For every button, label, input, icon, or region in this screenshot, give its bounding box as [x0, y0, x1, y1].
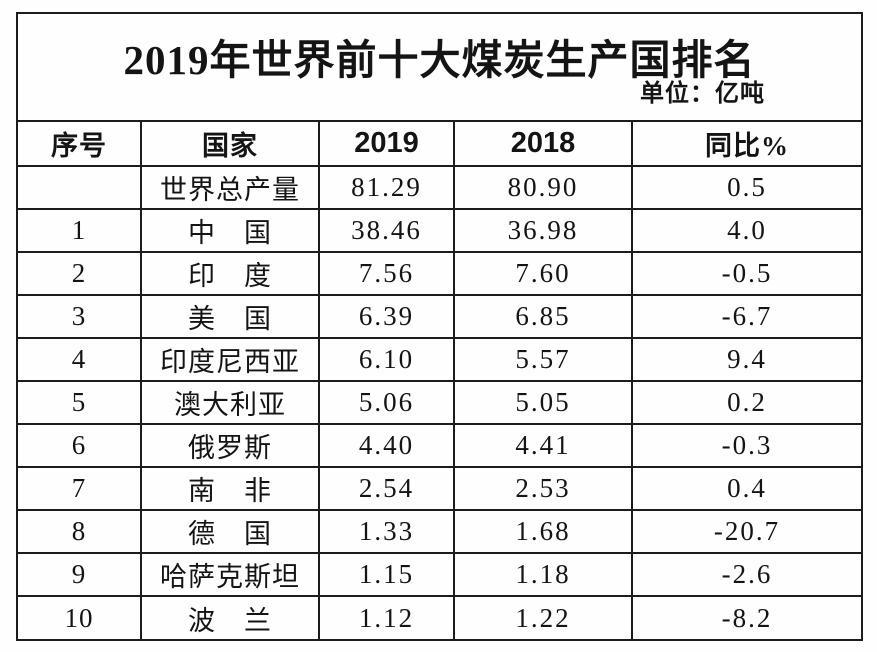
- cell-2019: 1.15: [318, 552, 455, 597]
- table-row-australia: 5 澳大利亚 5.06 5.05 0.2: [18, 380, 861, 425]
- col-header-2019: 2019: [318, 122, 455, 167]
- table-row-germany: 8 德 国 1.33 1.68 -20.7: [18, 509, 861, 554]
- cell-2018: 36.98: [453, 208, 633, 253]
- cell-2019: 7.56: [318, 251, 455, 296]
- cell-country: 中 国: [140, 208, 320, 253]
- cell-country: 印度尼西亚: [140, 337, 320, 382]
- cell-no: 3: [18, 294, 142, 339]
- cell-country: 世界总产量: [140, 165, 320, 210]
- cell-yoy: -2.6: [631, 552, 861, 597]
- cell-yoy: -0.5: [631, 251, 861, 296]
- cell-2018: 5.05: [453, 380, 633, 425]
- cell-2019: 81.29: [318, 165, 455, 210]
- cell-country: 德 国: [140, 509, 320, 554]
- cell-2018: 1.68: [453, 509, 633, 554]
- cell-2019: 5.06: [318, 380, 455, 425]
- cell-country: 印 度: [140, 251, 320, 296]
- cell-no: 10: [18, 595, 142, 639]
- page-title: 2019年世界前十大煤炭生产国排名: [123, 37, 756, 83]
- cell-country: 南 非: [140, 466, 320, 511]
- table-row-world-total: 世界总产量 81.29 80.90 0.5: [18, 165, 861, 210]
- col-header-yoy: 同比%: [631, 122, 861, 167]
- cell-no: 2: [18, 251, 142, 296]
- table-row-south-africa: 7 南 非 2.54 2.53 0.4: [18, 466, 861, 511]
- ranking-table: 序号 国家 2019 2018 同比% 世界总产量 81.29 80.90 0.…: [18, 122, 861, 639]
- cell-yoy: 0.5: [631, 165, 861, 210]
- table-row-kazakhstan: 9 哈萨克斯坦 1.15 1.18 -2.6: [18, 552, 861, 597]
- unit-label: 单位：亿吨: [640, 81, 765, 107]
- cell-yoy: 0.4: [631, 466, 861, 511]
- table-row-china: 1 中 国 38.46 36.98 4.0: [18, 208, 861, 253]
- cell-2019: 6.10: [318, 337, 455, 382]
- cell-no: 7: [18, 466, 142, 511]
- cell-no: 9: [18, 552, 142, 597]
- cell-yoy: 0.2: [631, 380, 861, 425]
- cell-2018: 7.60: [453, 251, 633, 296]
- cell-country: 俄罗斯: [140, 423, 320, 468]
- cell-2018: 4.41: [453, 423, 633, 468]
- cell-yoy: -8.2: [631, 595, 861, 639]
- cell-2018: 5.57: [453, 337, 633, 382]
- cell-country: 美 国: [140, 294, 320, 339]
- table-row-india: 2 印 度 7.56 7.60 -0.5: [18, 251, 861, 296]
- cell-yoy: -0.3: [631, 423, 861, 468]
- cell-2018: 1.18: [453, 552, 633, 597]
- title-block: 2019年世界前十大煤炭生产国排名 单位：亿吨: [18, 14, 861, 122]
- cell-2019: 1.12: [318, 595, 455, 639]
- cell-no: 5: [18, 380, 142, 425]
- col-header-no: 序号: [18, 122, 142, 167]
- cell-2018: 80.90: [453, 165, 633, 210]
- cell-2019: 4.40: [318, 423, 455, 468]
- cell-no: [18, 165, 142, 210]
- cell-no: 6: [18, 423, 142, 468]
- cell-2018: 2.53: [453, 466, 633, 511]
- cell-yoy: 4.0: [631, 208, 861, 253]
- cell-2019: 1.33: [318, 509, 455, 554]
- header-row: 序号 国家 2019 2018 同比%: [18, 122, 861, 167]
- cell-yoy: 9.4: [631, 337, 861, 382]
- cell-no: 8: [18, 509, 142, 554]
- cell-2019: 6.39: [318, 294, 455, 339]
- cell-no: 4: [18, 337, 142, 382]
- cell-no: 1: [18, 208, 142, 253]
- cell-country: 波 兰: [140, 595, 320, 639]
- col-header-country: 国家: [140, 122, 320, 167]
- table-row-russia: 6 俄罗斯 4.40 4.41 -0.3: [18, 423, 861, 468]
- col-header-2018: 2018: [453, 122, 633, 167]
- ranking-table-frame: 2019年世界前十大煤炭生产国排名 单位：亿吨 序号 国家 2019 2018 …: [16, 12, 863, 641]
- cell-2018: 6.85: [453, 294, 633, 339]
- cell-2018: 1.22: [453, 595, 633, 639]
- cell-country: 澳大利亚: [140, 380, 320, 425]
- table-row-poland: 10 波 兰 1.12 1.22 -8.2: [18, 595, 861, 639]
- table-row-usa: 3 美 国 6.39 6.85 -6.7: [18, 294, 861, 339]
- cell-yoy: -20.7: [631, 509, 861, 554]
- cell-country: 哈萨克斯坦: [140, 552, 320, 597]
- cell-2019: 2.54: [318, 466, 455, 511]
- cell-2019: 38.46: [318, 208, 455, 253]
- table-row-indonesia: 4 印度尼西亚 6.10 5.57 9.4: [18, 337, 861, 382]
- cell-yoy: -6.7: [631, 294, 861, 339]
